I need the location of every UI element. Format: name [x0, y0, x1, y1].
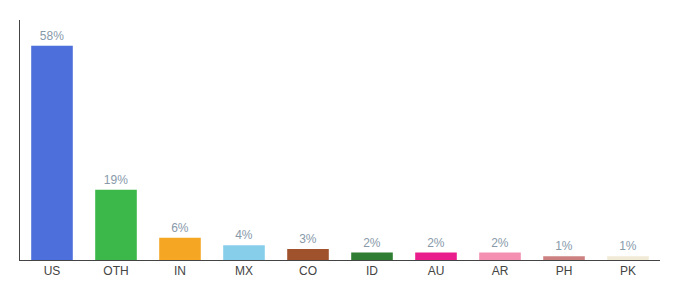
svg-text:ID: ID	[366, 264, 378, 278]
svg-text:IN: IN	[174, 264, 186, 278]
svg-text:2%: 2%	[491, 236, 509, 250]
svg-text:MX: MX	[235, 264, 253, 278]
svg-text:US: US	[44, 264, 61, 278]
svg-text:PH: PH	[556, 264, 573, 278]
svg-text:3%: 3%	[299, 232, 317, 246]
svg-text:6%: 6%	[171, 221, 189, 235]
svg-text:AR: AR	[492, 264, 509, 278]
svg-text:PK: PK	[620, 264, 636, 278]
svg-text:1%: 1%	[619, 239, 637, 253]
svg-text:1%: 1%	[555, 239, 573, 253]
svg-text:OTH: OTH	[103, 264, 128, 278]
svg-text:19%: 19%	[104, 173, 128, 187]
svg-text:2%: 2%	[427, 236, 445, 250]
svg-text:CO: CO	[299, 264, 317, 278]
svg-text:2%: 2%	[363, 236, 381, 250]
svg-text:58%: 58%	[40, 29, 64, 43]
svg-text:4%: 4%	[235, 228, 253, 242]
svg-text:AU: AU	[428, 264, 445, 278]
